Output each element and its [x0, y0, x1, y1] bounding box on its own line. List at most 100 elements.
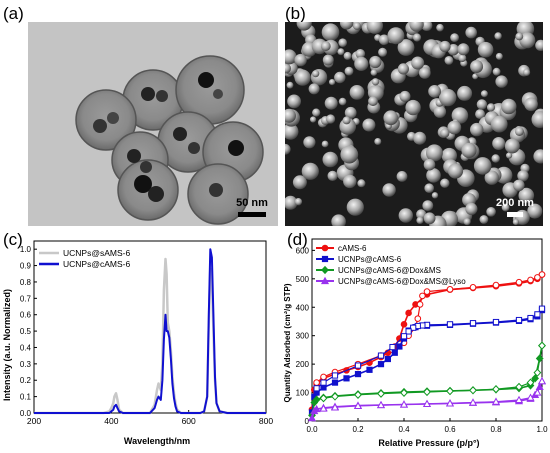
- data-point: [526, 378, 535, 387]
- sem-particle: [533, 149, 543, 164]
- sem-particle: [397, 63, 409, 75]
- panel-d-label: (d): [287, 230, 308, 249]
- sem-particle: [423, 158, 436, 171]
- sem-particle: [486, 207, 496, 217]
- sem-particle: [439, 88, 457, 107]
- data-point: [320, 373, 327, 381]
- data-point: [446, 321, 454, 328]
- sem-particle: [353, 22, 361, 30]
- sem-particle: [320, 41, 331, 52]
- sem-particle: [524, 97, 538, 112]
- data-point: [400, 321, 408, 328]
- x-axis-label: Relative Pressure (p/p°): [378, 438, 479, 448]
- y-tick-label: 1.0: [20, 245, 32, 254]
- sem-particle: [527, 203, 543, 219]
- sem-particle: [349, 85, 365, 100]
- sem-particle: [461, 142, 477, 158]
- data-point: [313, 385, 320, 392]
- data-point: [399, 400, 409, 408]
- data-point: [469, 284, 477, 291]
- sem-particle: [362, 118, 376, 132]
- sem-particle: [339, 22, 354, 30]
- sem-particle: [383, 110, 399, 126]
- sem-particle: [492, 67, 501, 76]
- data-point: [491, 397, 501, 405]
- sem-particle: [294, 53, 307, 67]
- sem-particle: [470, 122, 484, 137]
- sem-particle: [457, 43, 470, 56]
- x-tick-label: 0.8: [490, 425, 502, 434]
- sem-particle: [366, 22, 383, 34]
- y-tick-label: 0.3: [20, 360, 32, 369]
- sem-particle: [378, 34, 390, 46]
- sem-particle: [412, 33, 422, 42]
- y-tick-label: 600: [296, 246, 310, 255]
- sem-particle: [378, 47, 388, 57]
- sem-particle: [426, 168, 441, 183]
- sem-particle: [416, 209, 427, 220]
- sem-particle: [440, 128, 450, 138]
- y-tick-label: 300: [296, 332, 310, 341]
- sem-particle: [321, 23, 340, 41]
- data-point: [469, 386, 477, 395]
- sem-particle: [440, 178, 450, 188]
- sem-particle: [486, 103, 496, 112]
- sem-particle: [337, 48, 345, 56]
- data-point: [377, 361, 385, 368]
- legend-label: UCNPs@cAMS-6: [338, 255, 402, 264]
- sem-particle: [354, 56, 369, 71]
- data-point: [468, 398, 478, 406]
- sem-particle: [492, 137, 506, 150]
- sem-particle: [470, 60, 484, 73]
- sem-particle: [504, 138, 520, 154]
- sem-particle: [514, 127, 524, 136]
- data-point: [446, 286, 454, 293]
- sem-particle: [444, 56, 454, 65]
- data-point: [331, 372, 339, 379]
- data-point: [319, 394, 328, 403]
- sem-image: 200 nm: [285, 22, 543, 226]
- scale-label-a: 50 nm: [236, 197, 268, 209]
- sem-particle: [399, 90, 411, 102]
- sem-particle: [331, 214, 346, 226]
- data-point: [538, 305, 546, 312]
- y-tick-label: 100: [296, 389, 310, 398]
- sem-particle: [479, 215, 489, 224]
- plot-frame: [311, 238, 543, 422]
- sem-particle: [285, 123, 299, 140]
- data-point: [492, 385, 500, 394]
- data-point: [319, 404, 328, 412]
- data-point: [320, 276, 330, 285]
- legend-label: cAMS-6: [338, 244, 367, 253]
- data-point: [312, 395, 321, 404]
- y-tick-label: 500: [296, 275, 310, 284]
- data-point: [321, 265, 329, 275]
- sem-particle: [506, 152, 513, 159]
- data-point: [330, 403, 340, 411]
- sem-particle: [329, 79, 336, 86]
- emission-spectrum-chart: 0.0 0.1 0.2 0.3 0.4 0.5 0.6 0.7 0.8 0.9 1.0 200 400 6…: [2, 240, 273, 446]
- sem-particle: [285, 63, 291, 74]
- scale-bar-a: [238, 212, 266, 217]
- x-axis-label: Wavelength/nm: [124, 436, 190, 446]
- sem-particle: [303, 136, 316, 149]
- sem-particle: [428, 85, 441, 98]
- sem-particle: [342, 116, 351, 125]
- sem-particle: [357, 179, 366, 188]
- x-tick-label: 0.2: [352, 425, 364, 434]
- data-point: [514, 395, 524, 404]
- data-point: [405, 328, 412, 335]
- data-point: [343, 375, 350, 382]
- sem-particle: [476, 99, 488, 110]
- sem-particle: [286, 81, 294, 89]
- data-point: [492, 318, 500, 326]
- sem-particle: [450, 33, 459, 42]
- sem-particle: [369, 55, 382, 69]
- sem-particle: [409, 22, 424, 32]
- data-point: [331, 379, 339, 386]
- data-point: [533, 368, 542, 377]
- data-point: [307, 413, 317, 422]
- data-point: [410, 324, 417, 331]
- data-point: [515, 382, 523, 392]
- sem-particle: [447, 120, 462, 135]
